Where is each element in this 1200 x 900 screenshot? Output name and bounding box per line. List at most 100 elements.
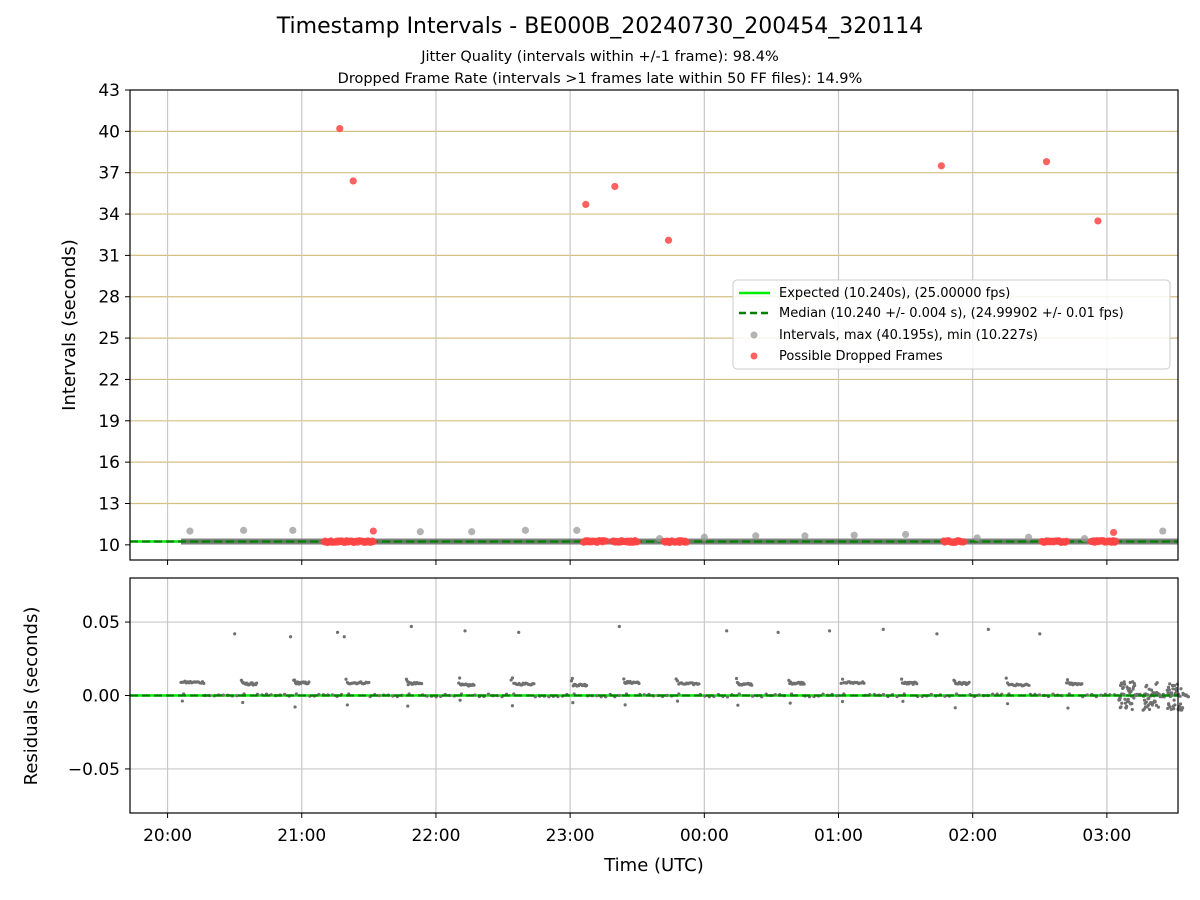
intervals-ytick-label: 10 xyxy=(98,536,120,556)
residual-point xyxy=(1167,702,1171,706)
interval-point xyxy=(801,532,809,540)
residual-point xyxy=(1065,678,1070,682)
interval-point xyxy=(1159,527,1167,535)
residual-outlier xyxy=(935,632,939,636)
residual-point xyxy=(862,681,866,685)
residual-point xyxy=(458,676,462,680)
residual-point xyxy=(1179,687,1183,691)
residual-point xyxy=(1149,688,1154,692)
residual-point xyxy=(1167,688,1171,692)
residual-outlier xyxy=(617,624,621,629)
interval-point xyxy=(521,526,530,534)
intervals-axes-frame xyxy=(129,89,1179,561)
residual-point xyxy=(622,677,626,681)
residual-point xyxy=(802,682,806,686)
residual-point xyxy=(486,692,491,696)
residual-point xyxy=(571,701,575,705)
intervals-ytick-label: 19 xyxy=(98,412,120,432)
residuals-xlabel: Time (UTC) xyxy=(603,855,704,876)
residuals-ytick-label: 0.05 xyxy=(82,613,120,633)
intervals-ytick-label: 25 xyxy=(98,329,120,349)
residual-point xyxy=(1004,676,1008,680)
residuals-xtick-label: 21:00 xyxy=(277,826,326,846)
residual-point xyxy=(510,704,515,708)
residual-point xyxy=(1037,693,1042,697)
residual-outlier xyxy=(1038,632,1042,636)
residual-point xyxy=(1153,699,1157,704)
residual-point xyxy=(1169,707,1173,712)
interval-point xyxy=(973,534,981,542)
dropped-cluster-point xyxy=(1112,537,1120,545)
residual-point xyxy=(677,692,681,696)
residuals-xtick-label: 02:00 xyxy=(948,826,997,846)
residual-point xyxy=(1099,693,1103,697)
residual-point xyxy=(1051,692,1055,696)
residual-point xyxy=(642,693,647,697)
dropped-cluster-point xyxy=(1063,537,1071,545)
residual-point xyxy=(915,682,919,686)
residual-point xyxy=(943,694,947,698)
residuals-ylabel: Residuals (seconds) xyxy=(21,607,42,786)
dropped-frame-point xyxy=(1042,158,1051,166)
residual-point xyxy=(345,703,349,707)
dropped-frame-point xyxy=(369,527,377,535)
residual-point xyxy=(623,703,627,707)
intervals-ylabel: Intervals (seconds) xyxy=(59,239,80,411)
interval-point xyxy=(1080,535,1089,543)
residual-point xyxy=(1125,704,1129,708)
intervals-ytick-label: 22 xyxy=(98,370,120,390)
residual-point xyxy=(377,694,381,698)
residual-point xyxy=(1168,682,1172,686)
residual-point xyxy=(1128,680,1132,685)
residual-point xyxy=(317,692,321,697)
intervals-ytick-label: 37 xyxy=(98,164,120,184)
residual-point xyxy=(1066,706,1070,710)
intervals-ytick-label: 13 xyxy=(98,494,120,514)
residual-outlier xyxy=(409,624,413,629)
residuals-xtick-label: 22:00 xyxy=(411,826,460,846)
residual-point xyxy=(1142,698,1147,702)
residual-point xyxy=(254,681,259,685)
residual-point xyxy=(1122,682,1127,686)
residual-point xyxy=(954,692,959,696)
residual-point xyxy=(751,694,755,698)
residual-point xyxy=(929,692,933,696)
residual-point xyxy=(533,695,537,699)
residual-point xyxy=(953,706,957,710)
residual-point xyxy=(1172,707,1176,711)
residual-point xyxy=(1147,687,1151,691)
dropped-frame-point xyxy=(1094,217,1102,225)
dropped-cluster-point xyxy=(369,538,377,546)
interval-point xyxy=(902,530,910,539)
residual-point xyxy=(391,694,395,698)
legend-box xyxy=(732,279,1171,370)
interval-point xyxy=(468,528,476,536)
intervals-ytick-label: 16 xyxy=(98,453,120,473)
residuals-xtick-label: 23:00 xyxy=(546,826,595,846)
residuals-xtick-label: 00:00 xyxy=(680,826,729,846)
residual-point xyxy=(473,693,477,697)
residual-point xyxy=(675,679,680,683)
intervals-ytick-label: 28 xyxy=(98,288,120,308)
dropped-frame-point xyxy=(937,162,945,170)
residuals-ytick-label: 0.00 xyxy=(82,687,120,707)
legend-dropped-label: Possible Dropped Frames xyxy=(779,349,943,364)
intervals-data xyxy=(130,124,1179,547)
residual-point xyxy=(1027,683,1031,688)
dropped-frame-point xyxy=(336,124,344,133)
residual-point xyxy=(835,694,839,698)
dropped-frame-point xyxy=(349,177,357,185)
residual-point xyxy=(1120,701,1124,705)
residuals-ytick-label: −0.05 xyxy=(68,760,120,780)
residual-point xyxy=(840,699,845,704)
residual-point xyxy=(180,699,184,703)
residual-point xyxy=(202,681,206,685)
legend: Expected (10.240s), (25.00000 fps) Media… xyxy=(732,279,1171,370)
residual-point xyxy=(1080,682,1084,686)
residual-point xyxy=(773,693,777,697)
residual-point xyxy=(1127,686,1132,691)
residual-outlier xyxy=(725,629,729,633)
residual-point xyxy=(283,692,287,696)
residual-point xyxy=(1121,685,1125,690)
residual-point xyxy=(585,683,589,688)
